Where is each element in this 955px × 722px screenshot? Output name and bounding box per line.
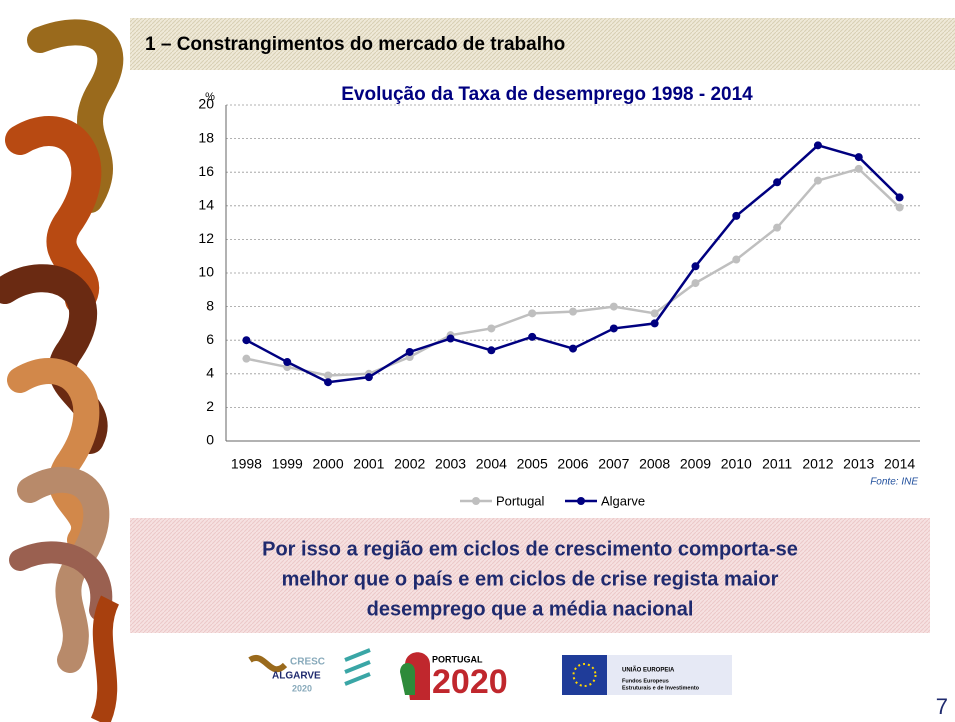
x-tick-label: 2013 <box>843 456 874 472</box>
header-band <box>130 18 955 70</box>
point <box>773 178 782 187</box>
x-tick-label: 1999 <box>272 456 303 472</box>
point <box>487 324 496 333</box>
logo-text: ALGARVE <box>272 671 321 682</box>
point <box>528 309 537 318</box>
source: Fonte: INE <box>870 477 918 488</box>
logo-text: 2020 <box>292 683 312 693</box>
point <box>569 307 577 316</box>
point <box>609 324 618 333</box>
x-tick-label: 2004 <box>476 456 507 472</box>
point <box>650 309 659 318</box>
logo-text: UNIÃO EUROPEIA <box>622 667 675 674</box>
point <box>528 332 537 341</box>
logo-text: Fundos Europeus <box>622 678 669 684</box>
x-tick-label: 2000 <box>312 456 343 472</box>
x-tick-label: 2001 <box>353 456 384 472</box>
y-tick-label: 8 <box>206 297 214 313</box>
point <box>732 211 741 220</box>
point <box>691 279 700 288</box>
y-tick-label: 6 <box>206 331 214 347</box>
point <box>242 336 251 345</box>
page-number: 7 <box>936 694 948 719</box>
point <box>487 346 496 355</box>
y-tick-label: 4 <box>206 365 214 381</box>
point <box>895 203 904 212</box>
point <box>405 347 414 356</box>
point <box>773 223 782 232</box>
x-tick-label: 2002 <box>394 456 425 472</box>
x-tick-label: 1998 <box>231 456 262 472</box>
point <box>732 255 741 264</box>
x-tick-label: 2006 <box>557 456 588 472</box>
legend-label: Portugal <box>496 493 545 508</box>
y-tick-label: 16 <box>198 163 214 179</box>
conclusion-line: melhor que o país e em ciclos de crise r… <box>282 568 779 590</box>
conclusion-line: Por isso a região em ciclos de crescimen… <box>262 538 798 560</box>
point <box>569 344 577 353</box>
logo-text: Estruturais e de Investimento <box>622 685 700 691</box>
x-tick-label: 2014 <box>884 456 915 472</box>
x-tick-label: 2009 <box>680 456 711 472</box>
logo-text: CRESC <box>290 657 325 668</box>
logo-text: 2020 <box>432 663 508 701</box>
point <box>446 334 455 343</box>
header-title: 1 – Constrangimentos do mercado de traba… <box>145 34 565 55</box>
point <box>691 262 700 271</box>
x-tick-label: 2012 <box>802 456 833 472</box>
legend-label: Algarve <box>601 493 645 508</box>
point <box>854 153 863 162</box>
x-tick-label: 2010 <box>721 456 752 472</box>
y-tick-label: 2 <box>206 398 214 414</box>
y-tick-label: 18 <box>198 129 214 145</box>
x-tick-label: 2005 <box>517 456 548 472</box>
y-tick-label: 12 <box>198 230 214 246</box>
logos: CRESC ALGARVE 2020 PORTUGAL 2020 UNIÃO E… <box>248 648 732 701</box>
point <box>895 193 904 202</box>
y-tick-label: 0 <box>206 432 214 448</box>
chart-title: Evolução da Taxa de desemprego 1998 - 20… <box>341 84 753 105</box>
logo-text: PORTUGAL <box>432 654 483 664</box>
point <box>324 371 333 380</box>
legend-marker <box>472 497 480 505</box>
x-tick-label: 2011 <box>762 456 792 472</box>
point <box>609 302 618 311</box>
y-tick-label: 10 <box>198 264 214 280</box>
conclusion-line: desemprego que a média nacional <box>367 598 694 620</box>
point <box>283 358 292 367</box>
x-tick-label: 2008 <box>639 456 670 472</box>
legend-marker <box>577 497 585 505</box>
point <box>650 319 659 328</box>
point <box>813 176 822 185</box>
point <box>364 373 373 382</box>
decoration <box>0 19 124 722</box>
y-tick-label: 14 <box>198 197 214 213</box>
point <box>242 354 251 363</box>
point <box>854 164 863 173</box>
y-tick-label: 20 <box>198 96 214 112</box>
point <box>813 141 822 150</box>
series-line <box>246 167 901 377</box>
conclusion-box <box>130 518 930 633</box>
x-tick-label: 2003 <box>435 456 466 472</box>
y-axis-label: % <box>205 91 215 103</box>
x-tick-label: 2007 <box>598 456 629 472</box>
point <box>324 378 333 387</box>
